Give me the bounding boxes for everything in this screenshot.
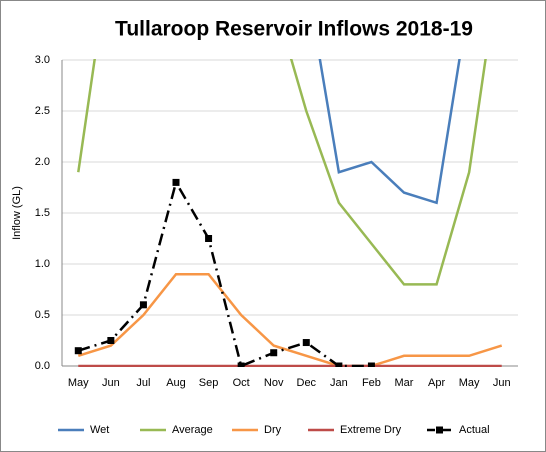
data-marker xyxy=(172,178,180,186)
x-tick-label: Mar xyxy=(395,377,414,389)
data-marker xyxy=(302,339,310,347)
x-tick-label: Dec xyxy=(297,377,317,389)
data-marker xyxy=(335,362,343,367)
plot-area xyxy=(74,59,503,367)
series-line xyxy=(318,59,461,205)
series-line xyxy=(77,272,503,367)
chart-title: Tullaroop Reservoir Inflows 2018-19 xyxy=(115,18,473,41)
x-tick-label: Apr xyxy=(428,377,445,389)
x-tick-label: Aug xyxy=(166,377,186,389)
x-tick-label: Jul xyxy=(136,377,150,389)
legend-label: Extreme Dry xyxy=(340,424,402,436)
y-tick-label: 3.0 xyxy=(35,54,50,66)
data-marker xyxy=(74,347,82,355)
data-marker xyxy=(107,337,115,344)
series-line xyxy=(77,179,372,367)
legend-label: Wet xyxy=(90,424,109,436)
x-tick-label: Feb xyxy=(362,377,381,389)
legend-label: Dry xyxy=(264,424,282,436)
y-tick-label: 1.5 xyxy=(35,207,50,219)
x-tick-label: May xyxy=(68,377,89,389)
data-marker xyxy=(270,349,278,357)
y-tick-label: 2.0 xyxy=(35,156,50,168)
y-tick-label: 2.5 xyxy=(35,105,50,117)
y-tick-label: 0.0 xyxy=(35,360,50,372)
x-tick-label: Sep xyxy=(199,377,219,389)
data-marker xyxy=(367,362,375,367)
data-marker xyxy=(139,301,147,309)
series-line xyxy=(77,59,487,286)
x-tick-label: May xyxy=(459,377,480,389)
legend-label: Average xyxy=(172,424,213,436)
y-tick-label: 0.5 xyxy=(35,309,50,321)
data-marker xyxy=(205,235,213,242)
data-marker xyxy=(237,362,245,367)
y-tick-label: 1.0 xyxy=(35,258,50,270)
y-axis-label: Inflow (GL) xyxy=(11,186,23,240)
x-tick-label: Oct xyxy=(233,377,250,389)
legend-label: Actual xyxy=(459,424,490,436)
x-tick-label: Jun xyxy=(493,377,511,389)
x-tick-label: Jan xyxy=(330,377,348,389)
x-tick-label: Nov xyxy=(264,377,284,389)
legend-marker xyxy=(436,426,443,434)
x-tick-label: Jun xyxy=(102,377,120,389)
